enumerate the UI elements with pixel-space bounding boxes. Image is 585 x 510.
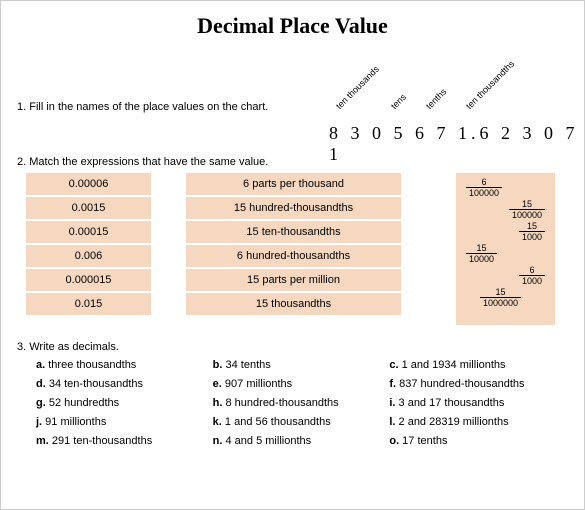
decimal-value: 0.000015 — [26, 269, 151, 291]
label-tenths: tenths — [424, 87, 448, 111]
word-value: 15 ten-thousandths — [186, 221, 401, 243]
grid-item: h. 8 hundred-thousandths — [213, 397, 390, 409]
page-title: Decimal Place Value — [1, 13, 584, 39]
question-1: 1. Fill in the names of the place values… — [17, 101, 268, 113]
word-value: 6 hundred-thousandths — [186, 245, 401, 267]
grid-item: b. 34 tenths — [213, 359, 390, 371]
grid-item: e. 907 millionths — [213, 378, 390, 390]
label-tens: tens — [389, 92, 408, 111]
grid-item: i. 3 and 17 thousandths — [389, 397, 566, 409]
word-value: 6 parts per thousand — [186, 173, 401, 195]
grid-item: f. 837 hundred-thousandths — [389, 378, 566, 390]
decimal-value: 0.0015 — [26, 197, 151, 219]
match-column-c: 6100000151000001510001510000610001510000… — [456, 173, 555, 325]
decimal-value: 0.00015 — [26, 221, 151, 243]
decimal-value: 0.006 — [26, 245, 151, 267]
place-value-number: 8 3 0 5 6 7 1.6 2 3 0 7 1 — [329, 123, 584, 165]
grid-item: d. 34 ten-thousandths — [36, 378, 213, 390]
grid-item: a. three thousandths — [36, 359, 213, 371]
fraction-value: 151000 — [456, 221, 555, 243]
grid-item: g. 52 hundredths — [36, 397, 213, 409]
grid-item: m. 291 ten-thousandths — [36, 435, 213, 447]
word-value: 15 parts per million — [186, 269, 401, 291]
decimal-value: 0.015 — [26, 293, 151, 315]
grid-item: n. 4 and 5 millionths — [213, 435, 390, 447]
decimal-value: 0.00006 — [26, 173, 151, 195]
label-ten-thousands: ten thousands — [334, 64, 381, 111]
grid-item: j. 91 millionths — [36, 416, 213, 428]
decimals-grid: a. three thousandthsb. 34 tenthsc. 1 and… — [36, 359, 566, 454]
fraction-value: 1510000 — [456, 243, 555, 265]
match-column-b: 6 parts per thousand 15 hundred-thousand… — [186, 173, 401, 317]
grid-item: l. 2 and 28319 millionths — [389, 416, 566, 428]
fraction-value: 61000 — [456, 265, 555, 287]
word-value: 15 hundred-thousandths — [186, 197, 401, 219]
label-ten-thousandths: ten thousandths — [464, 59, 516, 111]
word-value: 15 thousandths — [186, 293, 401, 315]
question-3: 3. Write as decimals. — [17, 341, 119, 353]
match-column-a: 0.00006 0.0015 0.00015 0.006 0.000015 0.… — [26, 173, 151, 317]
fraction-value: 6100000 — [456, 177, 555, 199]
fraction-value: 15100000 — [456, 199, 555, 221]
grid-item: k. 1 and 56 thousandths — [213, 416, 390, 428]
grid-item: o. 17 tenths — [389, 435, 566, 447]
question-2: 2. Match the expressions that have the s… — [17, 156, 268, 168]
grid-item: c. 1 and 1934 millionths — [389, 359, 566, 371]
fraction-value: 151000000 — [456, 287, 555, 309]
